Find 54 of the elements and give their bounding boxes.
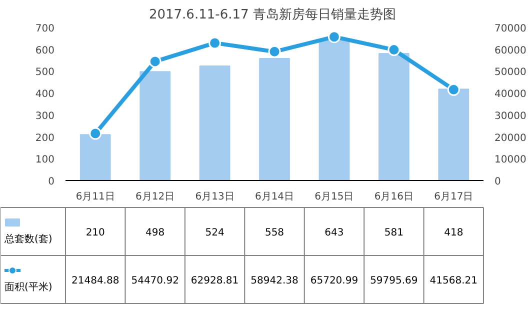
- y-tick-label: 0: [48, 176, 55, 188]
- bar: [80, 134, 111, 180]
- x-tick-label: 6月17日: [434, 192, 474, 202]
- x-tick-label: 6月12日: [136, 192, 175, 202]
- x-tick-label: 6月13日: [195, 192, 234, 202]
- point: [447, 83, 460, 96]
- point: [208, 36, 222, 50]
- legend-label: 总套数(套): [4, 233, 52, 245]
- data-label: 58942.38: [250, 276, 298, 286]
- data-label: 643: [324, 228, 344, 238]
- point: [388, 44, 400, 56]
- bar: [199, 65, 230, 180]
- data-label: 41568.21: [430, 276, 478, 286]
- point: [148, 55, 162, 68]
- y-tick-label: 500: [35, 67, 55, 78]
- data-label: 62928.81: [190, 276, 239, 286]
- y-tick-label: 200: [35, 132, 55, 144]
- point: [89, 127, 102, 140]
- y2-tick-label: 20000: [494, 132, 526, 144]
- y2-tick-label: 60000: [494, 45, 526, 56]
- data-label: 581: [384, 228, 404, 238]
- y2-tick-label: 30000: [494, 110, 526, 122]
- data-label: 21484.88: [72, 276, 120, 286]
- bar: [318, 39, 350, 180]
- chart-title: 2017.6.11-6.17 青岛新房每日销量走势图: [148, 6, 396, 22]
- y-tick-label: 100: [35, 154, 55, 166]
- data-label: 524: [205, 228, 224, 238]
- point: [268, 45, 281, 58]
- y2-tick-label: 10000: [494, 154, 526, 166]
- y2-tick-label: 0: [494, 176, 501, 188]
- y-tick-label: 600: [35, 45, 55, 56]
- data-label: 59795.69: [370, 276, 418, 286]
- legend-label: 面积(平米): [4, 281, 52, 293]
- x-tick-label: 6月11日: [76, 192, 115, 202]
- data-label: 498: [146, 228, 165, 238]
- y-tick-label: 700: [35, 24, 55, 34]
- bar: [378, 53, 410, 180]
- y2-tick-label: 40000: [494, 89, 526, 100]
- data-label: 210: [86, 228, 105, 238]
- bar: [140, 71, 170, 180]
- x-tick-label: 6月14日: [254, 192, 294, 202]
- y-tick-label: 400: [35, 89, 55, 100]
- data-label: 54470.92: [131, 276, 179, 286]
- data-label: 418: [444, 228, 464, 238]
- x-tick-label: 6月15日: [314, 192, 354, 202]
- y-tick-label: 300: [35, 110, 55, 122]
- y2-tick-label: 50000: [494, 67, 526, 78]
- bar: [259, 58, 290, 180]
- y2-tick-label: 70000: [494, 24, 526, 34]
- data-label: 558: [264, 228, 284, 238]
- data-label: 65720.99: [310, 276, 358, 286]
- point: [328, 30, 340, 44]
- bar: [438, 88, 470, 180]
- x-tick-label: 6月16日: [374, 192, 414, 202]
